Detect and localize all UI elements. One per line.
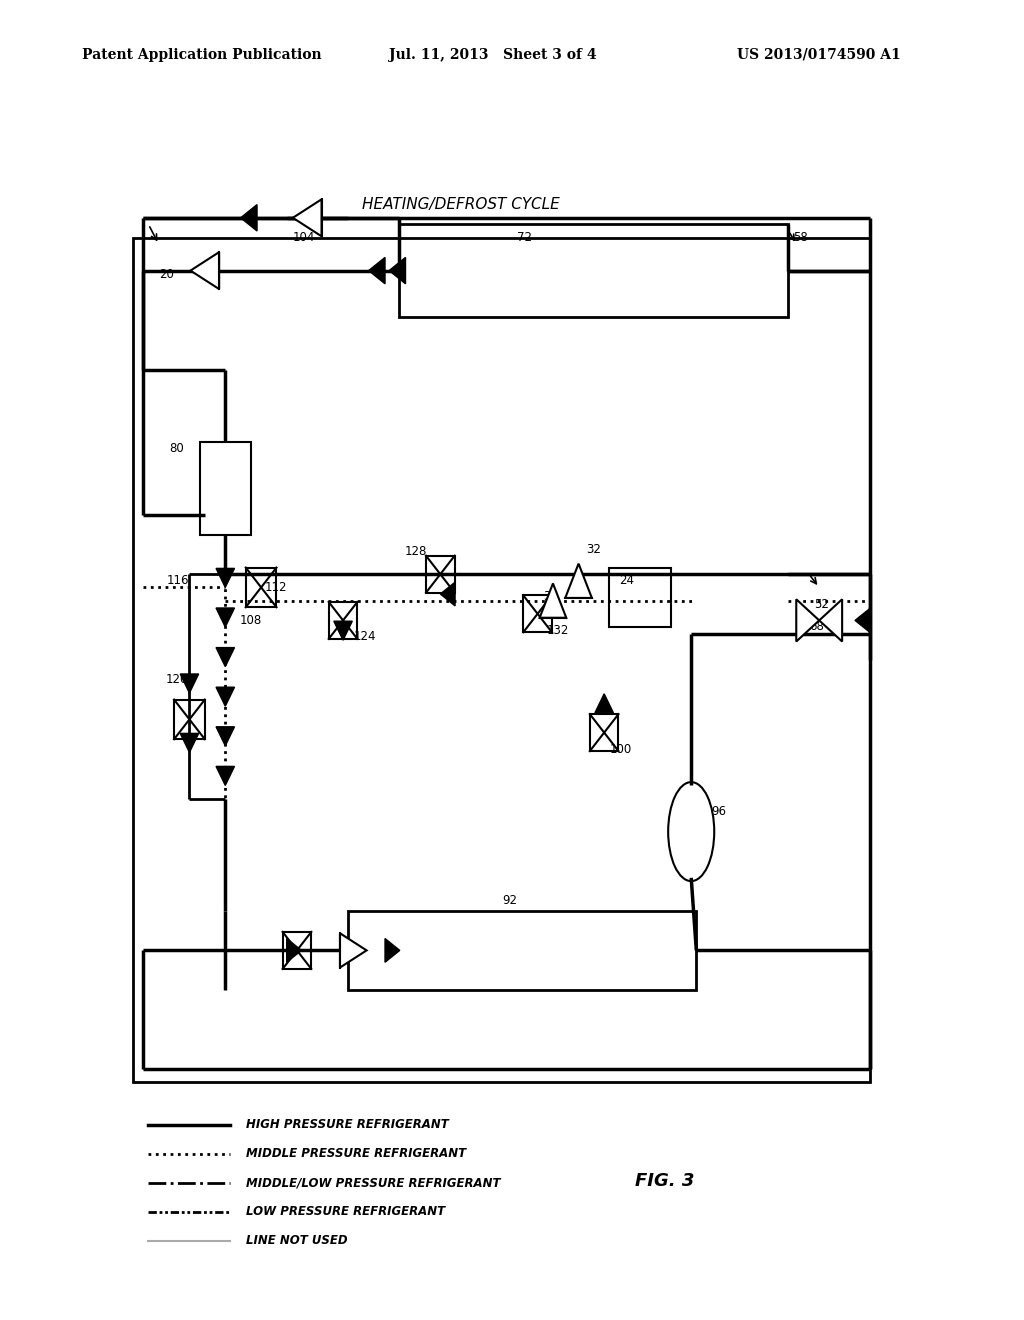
Polygon shape [540,583,566,618]
Bar [348,911,696,990]
Text: 124: 124 [353,630,376,643]
Polygon shape [385,939,399,962]
Text: 92: 92 [502,894,517,907]
Text: 108: 108 [240,614,262,627]
Polygon shape [216,569,234,587]
Text: 120: 120 [166,673,188,686]
Text: 36: 36 [543,590,558,603]
Polygon shape [216,688,234,706]
Bar [399,224,788,317]
Text: 132: 132 [547,624,569,638]
Polygon shape [190,252,219,289]
Text: 68: 68 [809,620,824,634]
Polygon shape [340,933,367,968]
Text: Patent Application Publication: Patent Application Publication [82,48,322,62]
Text: 20: 20 [159,268,174,281]
Polygon shape [216,727,234,746]
Bar [609,568,671,627]
Text: 100: 100 [609,743,632,756]
Text: 128: 128 [404,545,427,558]
Polygon shape [334,622,352,640]
Text: HIGH PRESSURE REFRIGERANT: HIGH PRESSURE REFRIGERANT [246,1118,449,1131]
Text: 58: 58 [794,231,808,244]
Polygon shape [819,599,842,642]
Polygon shape [180,675,199,693]
Text: 52: 52 [814,598,829,611]
Text: 24: 24 [620,574,635,587]
Polygon shape [180,734,199,752]
Bar [426,556,455,593]
Bar [523,595,552,632]
Bar [329,602,357,639]
Polygon shape [241,205,257,231]
Text: MIDDLE PRESSURE REFRIGERANT: MIDDLE PRESSURE REFRIGERANT [246,1147,466,1160]
Polygon shape [287,939,301,962]
Polygon shape [389,257,406,284]
Polygon shape [565,564,592,598]
Text: 104: 104 [293,231,315,244]
Text: 116: 116 [167,574,189,587]
Text: Jul. 11, 2013   Sheet 3 of 4: Jul. 11, 2013 Sheet 3 of 4 [389,48,597,62]
Polygon shape [855,609,869,632]
Text: 72: 72 [517,231,532,244]
Polygon shape [216,648,234,667]
Bar [133,238,870,1082]
Bar [200,442,251,535]
Text: US 2013/0174590 A1: US 2013/0174590 A1 [737,48,901,62]
Text: 32: 32 [586,543,601,556]
Text: LOW PRESSURE REFRIGERANT: LOW PRESSURE REFRIGERANT [246,1205,444,1218]
Text: FIG. 3: FIG. 3 [635,1172,694,1191]
Bar [174,700,205,739]
Text: HEATING/DEFROST CYCLE: HEATING/DEFROST CYCLE [361,197,560,213]
Polygon shape [440,582,455,606]
Text: 96: 96 [712,805,727,818]
Bar [283,932,311,969]
Bar [590,714,618,751]
Bar [246,568,276,607]
Polygon shape [216,609,234,627]
Text: 80: 80 [169,442,183,455]
Polygon shape [369,257,385,284]
Text: LINE NOT USED: LINE NOT USED [246,1234,347,1247]
Text: 112: 112 [264,581,287,594]
Polygon shape [293,199,322,236]
Text: MIDDLE/LOW PRESSURE REFRIGERANT: MIDDLE/LOW PRESSURE REFRIGERANT [246,1176,501,1189]
Polygon shape [797,599,819,642]
Polygon shape [216,767,234,785]
Polygon shape [595,694,613,713]
